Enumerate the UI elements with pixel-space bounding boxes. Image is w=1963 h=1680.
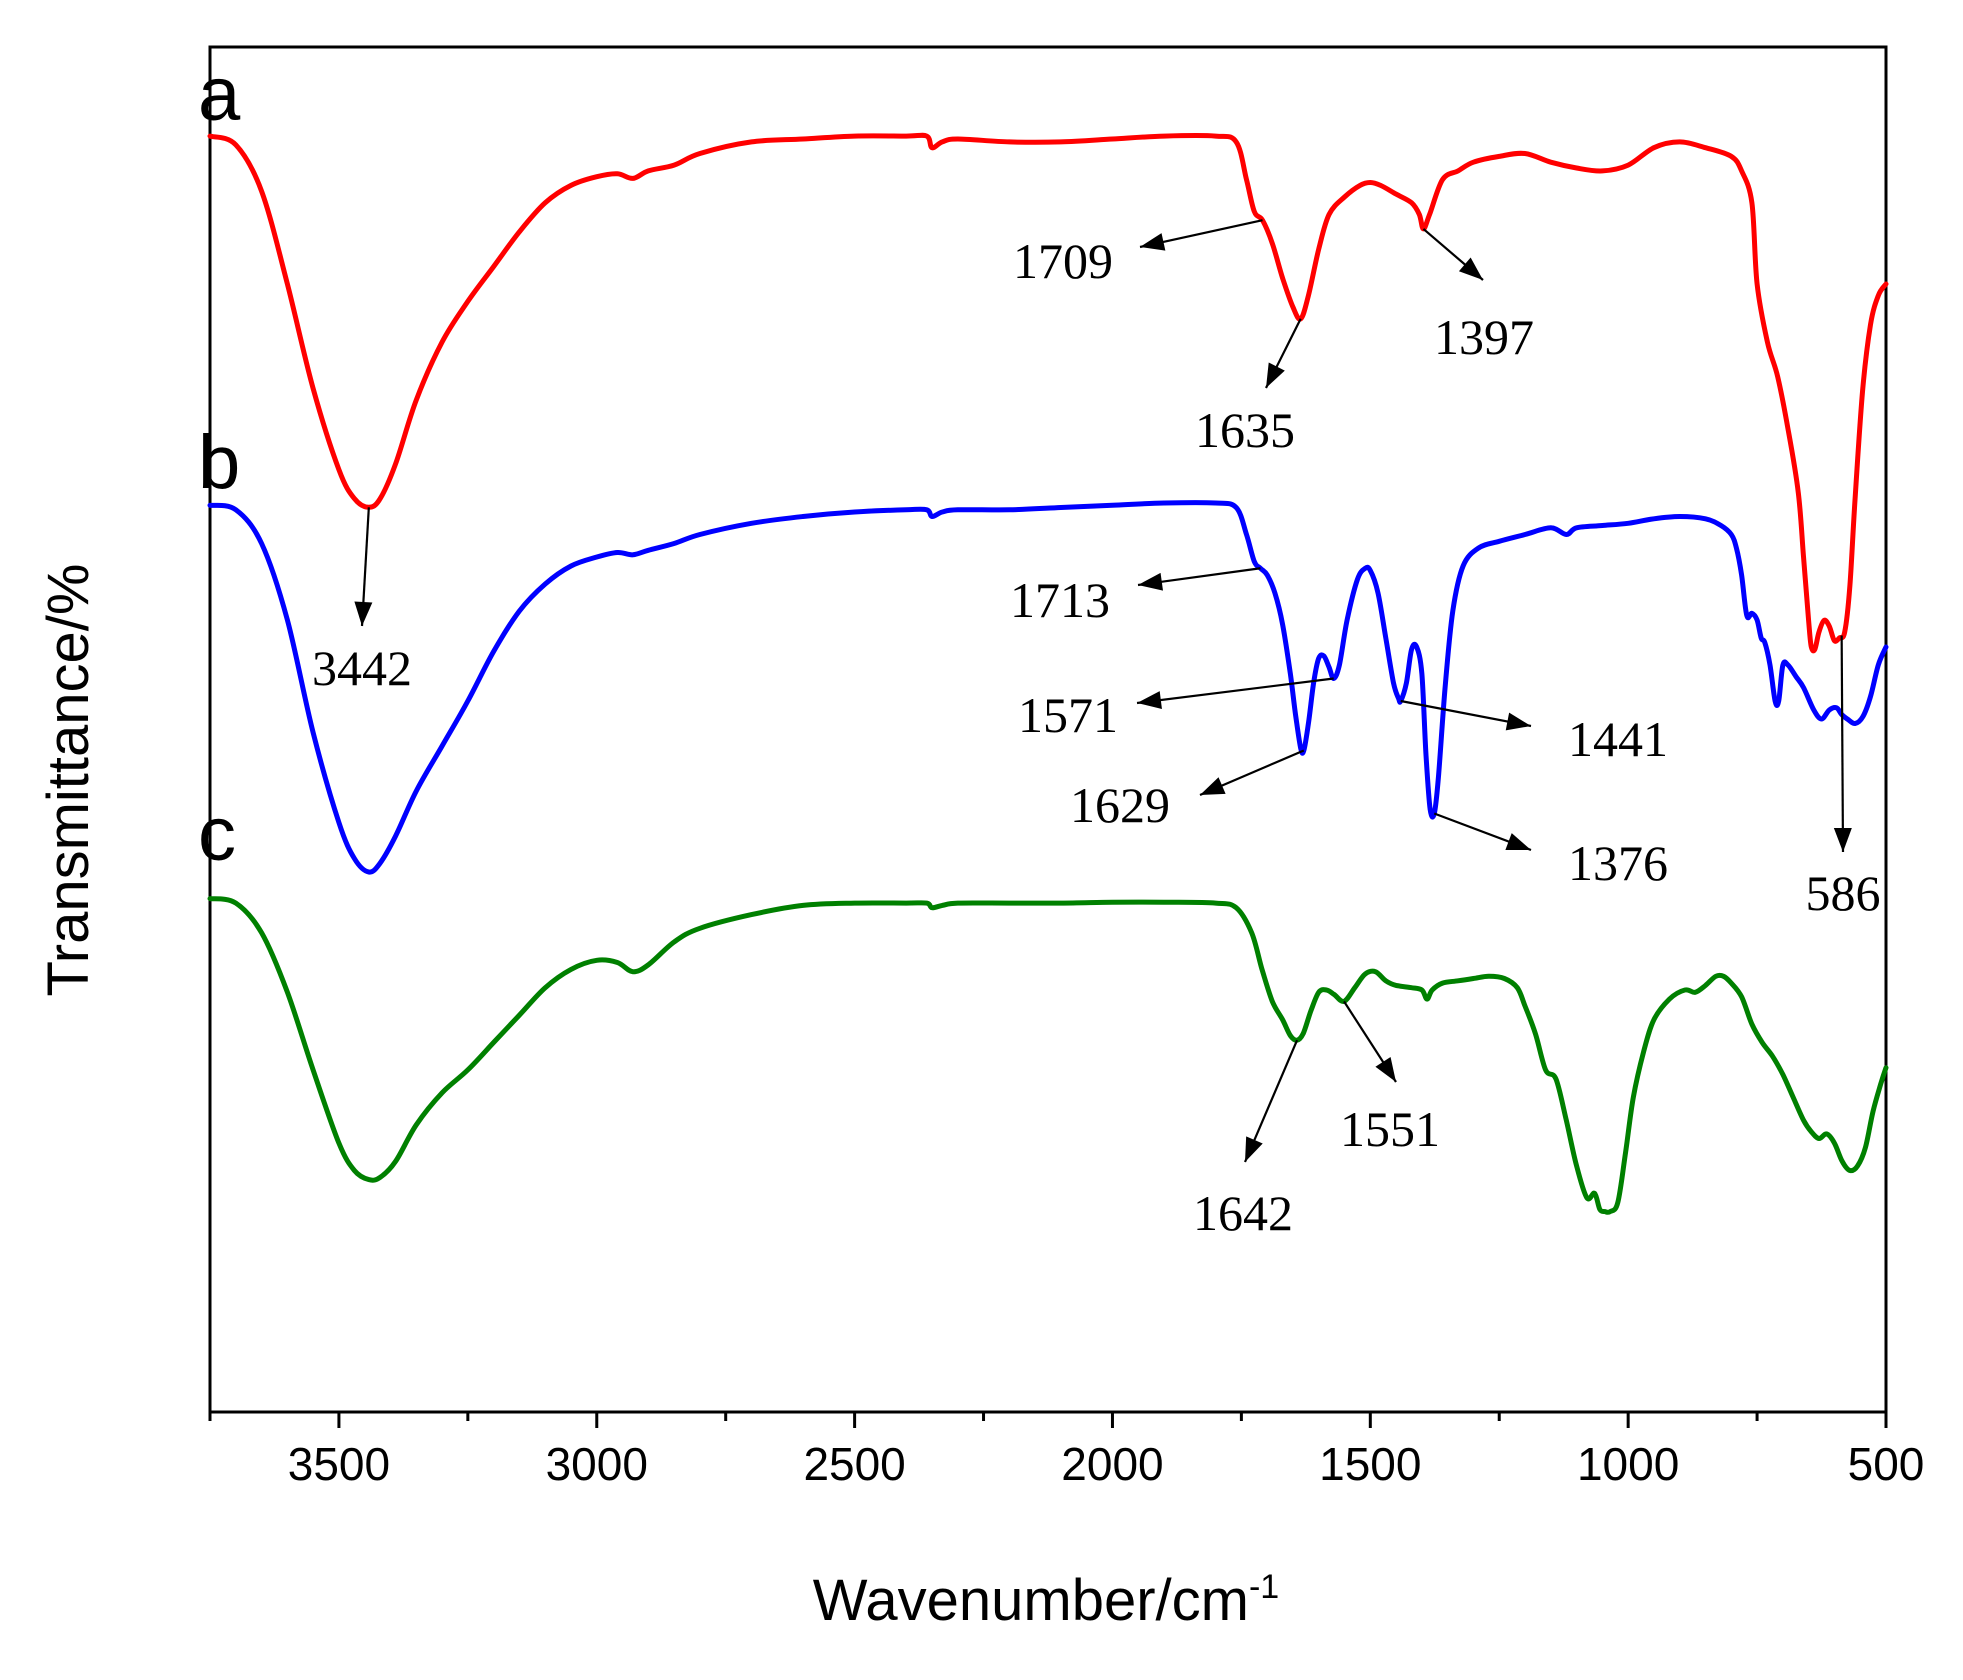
x-axis-title: Wavenumber/cm-1 bbox=[813, 1568, 1279, 1633]
plot-frame bbox=[208, 45, 1888, 1414]
annotation-label-1397: 1397 bbox=[1434, 309, 1534, 365]
annotation-arrowhead-1376 bbox=[1505, 833, 1531, 850]
x-tick-label: 2000 bbox=[1061, 1438, 1163, 1490]
annotation-arrowhead-3442 bbox=[354, 601, 373, 626]
x-axis-title-superscript: -1 bbox=[1249, 1568, 1279, 1606]
x-tick-label: 3000 bbox=[546, 1438, 648, 1490]
annotation-arrowhead-1642 bbox=[1245, 1136, 1263, 1162]
annotation-arrowhead-1551 bbox=[1375, 1056, 1396, 1082]
series-b-line bbox=[207, 500, 1889, 875]
peak-annotations: 3442 1709 1635 1397 1713 1571 1441 1629 1376 586 1… bbox=[312, 219, 1881, 1241]
annotation-label-1551: 1551 bbox=[1340, 1101, 1440, 1157]
x-axis: 3500 3000 2500 2000 1500 1000 500 bbox=[208, 1412, 1925, 1490]
annotation-label-1376: 1376 bbox=[1568, 835, 1668, 891]
series-c-line bbox=[207, 896, 1889, 1215]
annotation-label-1629: 1629 bbox=[1070, 777, 1170, 833]
annotation-arrowhead-586 bbox=[1833, 827, 1852, 852]
x-tick-label: 500 bbox=[1848, 1438, 1925, 1490]
panel-label-a: a bbox=[198, 52, 241, 137]
series-a-line bbox=[207, 132, 1889, 654]
annotation-label-1642: 1642 bbox=[1193, 1185, 1293, 1241]
x-tick-label: 2500 bbox=[803, 1438, 905, 1490]
x-tick-label: 1000 bbox=[1577, 1438, 1679, 1490]
annotation-arrowhead-1571 bbox=[1137, 691, 1162, 709]
annotation-arrow-586 bbox=[1840, 635, 1845, 853]
annotation-arrowhead-1635 bbox=[1266, 362, 1285, 388]
annotation-arrowhead-1441 bbox=[1505, 712, 1531, 731]
annotation-arrow-1571 bbox=[1136, 677, 1334, 705]
annotation-label-1441: 1441 bbox=[1568, 711, 1668, 767]
annotation-label-1709: 1709 bbox=[1013, 233, 1113, 289]
panel-label-c: c bbox=[198, 792, 236, 877]
annotation-arrowhead-1709 bbox=[1140, 233, 1166, 251]
annotation-label-3442: 3442 bbox=[312, 640, 412, 696]
panel-labels: a b c bbox=[198, 52, 241, 877]
annotation-label-1635: 1635 bbox=[1195, 402, 1295, 458]
spectra-group bbox=[207, 132, 1889, 1215]
annotation-arrowhead-1713 bbox=[1138, 572, 1163, 591]
x-axis-title-text: Wavenumber/cm bbox=[813, 1568, 1249, 1633]
y-axis-title: Transmittance/% bbox=[36, 564, 101, 997]
annotation-label-1571: 1571 bbox=[1018, 687, 1118, 743]
panel-label-b: b bbox=[198, 420, 240, 505]
annotation-label-1713: 1713 bbox=[1010, 572, 1110, 628]
annotation-arrowhead-1397 bbox=[1458, 257, 1483, 280]
x-tick-label: 1500 bbox=[1319, 1438, 1421, 1490]
annotation-arrowhead-1629 bbox=[1200, 777, 1226, 795]
x-tick-label: 3500 bbox=[288, 1438, 390, 1490]
annotation-label-586: 586 bbox=[1806, 865, 1881, 921]
